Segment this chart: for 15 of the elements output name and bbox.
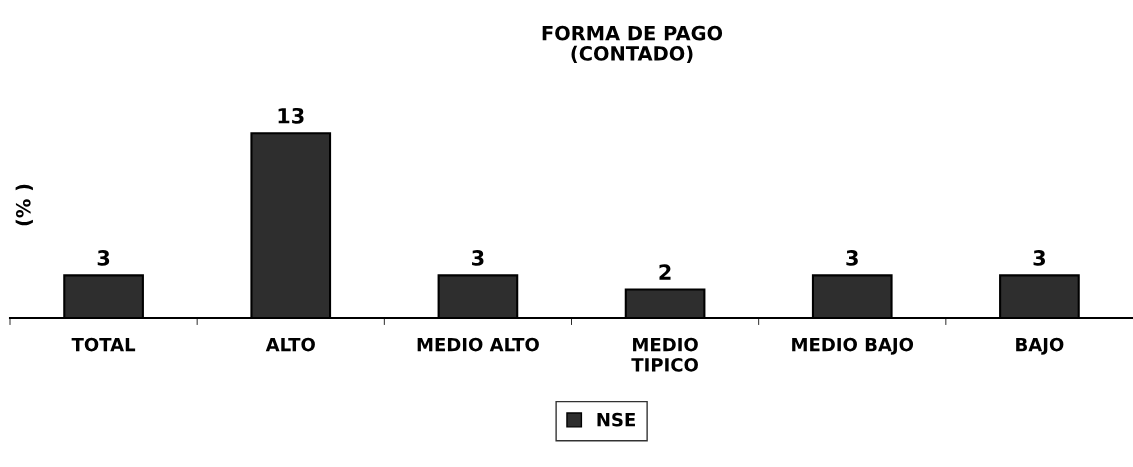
data-label: 13: [278, 107, 304, 124]
data-label: 3: [472, 250, 484, 266]
x-tick-label: MEDIO BAJO: [792, 337, 914, 355]
y-axis-title: (% ): [15, 184, 33, 226]
x-tick-label: BAJO: [1016, 337, 1064, 355]
data-label: 2: [659, 264, 671, 280]
data-label: 3: [97, 250, 110, 266]
x-tick-label: TOTAL: [71, 337, 136, 352]
data-label: 3: [1033, 250, 1046, 266]
legend-label: NSE: [597, 412, 635, 427]
x-tick-label: MEDIO ALTO: [417, 337, 539, 352]
x-tick-label: MEDIO TIPICO: [631, 337, 698, 372]
x-tick-label: ALTO: [265, 337, 315, 352]
chart-title: FORMA DE PAGO (CONTADO): [542, 25, 723, 64]
data-label: 3: [846, 250, 858, 266]
